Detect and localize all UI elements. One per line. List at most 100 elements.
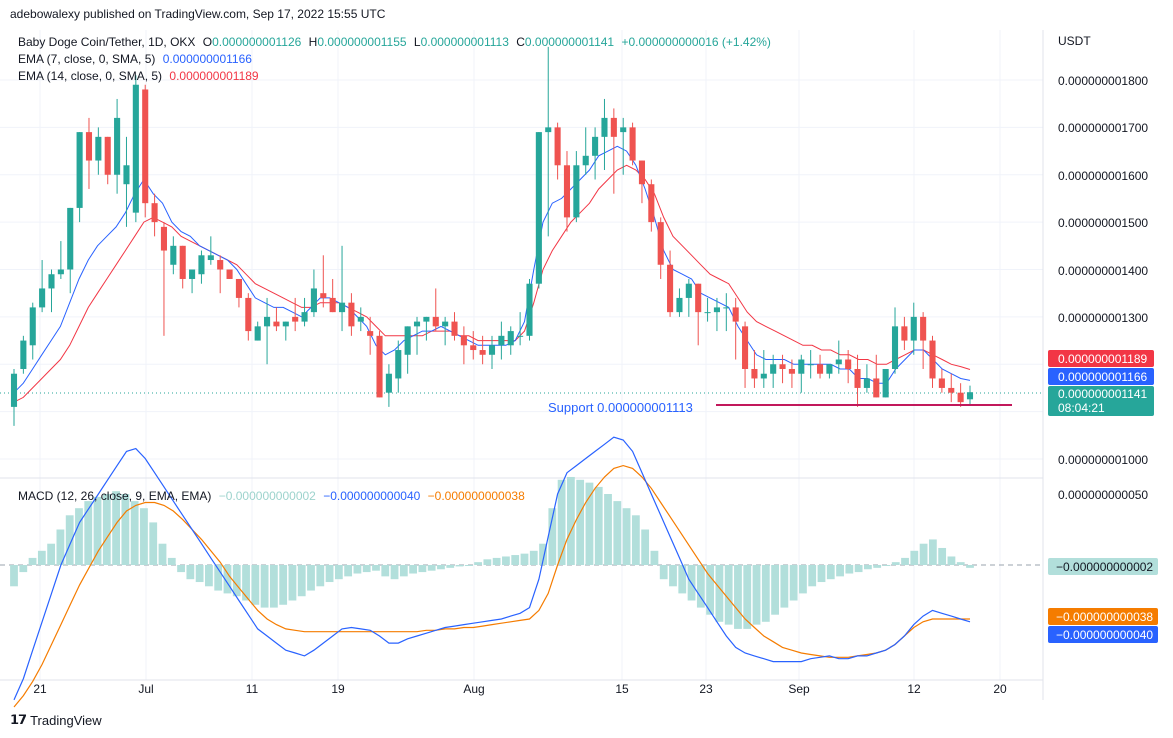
macd-hist-bar xyxy=(121,494,130,565)
candle-body xyxy=(498,335,505,346)
candle-body xyxy=(535,132,542,284)
macd-hist-bar xyxy=(947,556,956,565)
candle-body xyxy=(226,269,233,279)
time-tick: 23 xyxy=(699,682,713,696)
macd-hist-bar xyxy=(316,565,325,587)
candle-body xyxy=(10,373,18,407)
candle-body xyxy=(310,288,317,313)
candle-body xyxy=(348,302,355,327)
macd-hist-bar xyxy=(938,547,947,565)
candle-body xyxy=(320,293,327,298)
macd-hist-bar xyxy=(464,565,473,566)
macd-hist-bar xyxy=(446,565,455,568)
published-line: adebowalexy published on TradingView.com… xyxy=(10,7,386,21)
candle-body xyxy=(460,335,467,346)
candle-body xyxy=(104,136,111,175)
macd-hist-bar xyxy=(158,543,167,565)
candle-body xyxy=(254,326,261,341)
macd-hist-bar xyxy=(307,565,315,591)
legend-ema7: EMA (7, close, 0, SMA, 5) 0.000000001166 xyxy=(18,52,252,66)
candle-body xyxy=(676,297,683,313)
macd-hist-bar xyxy=(928,539,937,565)
macd-hist-bar xyxy=(65,515,74,565)
macd-hist-bar xyxy=(288,565,297,601)
candle-body xyxy=(657,222,664,265)
candle-body xyxy=(826,364,833,374)
candle-body xyxy=(545,127,552,133)
time-tick: 15 xyxy=(615,682,629,696)
macd-hist-bar xyxy=(594,486,603,565)
time-tick: Aug xyxy=(463,682,484,696)
macd-hist-bar xyxy=(19,565,28,573)
macd-hist-bar xyxy=(149,522,158,565)
macd-line xyxy=(13,436,971,701)
candle-body xyxy=(704,312,711,314)
time-tick: Jul xyxy=(138,682,153,696)
price-tick: 0.000000001000 xyxy=(1058,453,1148,467)
macd-hist-bar xyxy=(399,565,408,577)
macd-hist-bar xyxy=(177,565,185,573)
candle-body xyxy=(245,297,252,332)
macd-hist-bar xyxy=(520,553,529,565)
macd-hist-bar xyxy=(251,565,260,605)
macd-hist-bar xyxy=(631,515,640,565)
candle-body xyxy=(788,368,795,374)
time-tick: 19 xyxy=(331,682,345,696)
macd-hist-bar xyxy=(604,494,612,565)
macd-hist-bar xyxy=(511,555,520,565)
macd-hist-bar xyxy=(901,557,909,565)
macd-signal-line xyxy=(13,464,970,708)
macd-hist-bar xyxy=(910,550,919,565)
macd-hist-bar xyxy=(474,562,482,565)
price-tick: 0.000000001400 xyxy=(1058,264,1148,278)
macd-hist-bar xyxy=(140,508,148,565)
candle-body xyxy=(966,392,974,400)
candle-body xyxy=(198,255,205,275)
candle-body xyxy=(235,278,242,298)
tradingview-logo-icon: 𝟭𝟳 xyxy=(10,712,27,727)
candle-body xyxy=(395,350,402,379)
candle-body xyxy=(170,245,177,265)
candle-body xyxy=(882,368,889,398)
candle-body xyxy=(620,127,627,133)
macd-hist-bar xyxy=(529,550,538,565)
macd-hist-bar xyxy=(613,501,622,565)
macd-hist-bar xyxy=(799,565,807,594)
candle-body xyxy=(189,269,196,279)
candle-body xyxy=(685,283,692,298)
macd-hist-bar xyxy=(362,565,371,573)
macd-hist-bar xyxy=(891,562,900,565)
candle-body xyxy=(667,264,674,313)
candle-body xyxy=(891,326,899,369)
candle-body xyxy=(723,307,730,309)
candle-body xyxy=(910,316,917,341)
candle-body xyxy=(845,359,852,369)
candle-body xyxy=(601,117,608,137)
candle-body xyxy=(132,84,139,213)
candle-body xyxy=(713,307,720,313)
candle-body xyxy=(48,274,55,289)
candle-body xyxy=(732,307,739,322)
candle-body xyxy=(432,316,439,327)
candle-body xyxy=(357,316,364,322)
macd-hist-bar xyxy=(269,565,278,608)
macd-hist-bar xyxy=(130,501,139,565)
macd-signal-badge-text: −0.000000000038 xyxy=(1056,610,1153,624)
macd-hist-bar xyxy=(205,565,213,587)
candle-body xyxy=(770,364,777,374)
macd-hist-bar xyxy=(919,543,928,565)
macd-hist-bar xyxy=(845,565,854,574)
tradingview-brand[interactable]: 𝟭𝟳 TradingView xyxy=(10,712,102,728)
candle-body xyxy=(29,307,36,346)
macd-hist-bar xyxy=(854,565,863,573)
candle-body xyxy=(854,368,861,388)
macd-hist-bar xyxy=(826,565,835,580)
macd-hist-bar xyxy=(548,508,557,565)
candle-body xyxy=(67,207,74,270)
macd-hist-bar xyxy=(706,565,715,615)
candle-body xyxy=(648,184,655,223)
macd-hist-bar xyxy=(455,565,464,567)
macd-hist-bar xyxy=(659,565,668,580)
macd-hist-bar xyxy=(167,557,176,565)
